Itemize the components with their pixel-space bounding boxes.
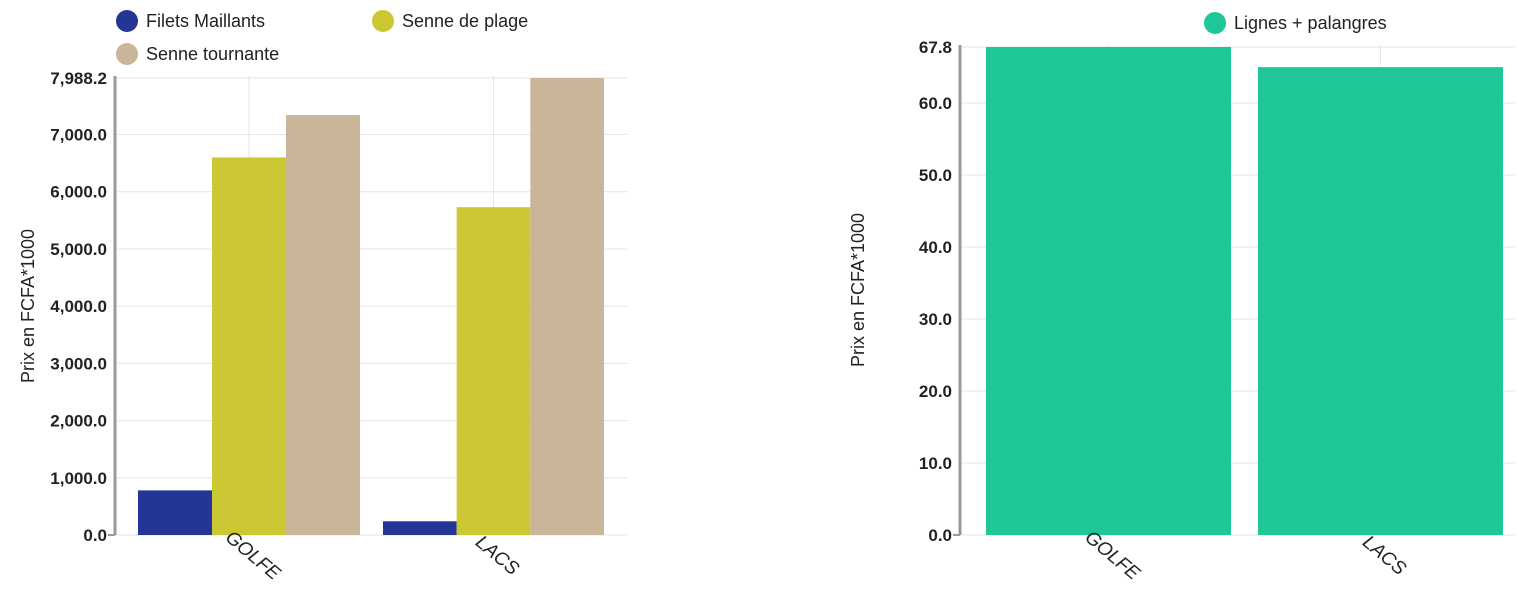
right-bar-lacs-lignes-palangres[interactable] <box>1258 67 1503 536</box>
left-y-axis-label: Prix en FCFA*1000 <box>18 229 38 383</box>
left-bar-chart: 0.0 1,000.0 2,000.0 3,000.0 4,000.0 5,000.0 6,… <box>18 10 628 585</box>
left-bar-lacs-senne-de-plage[interactable] <box>456 207 531 535</box>
left-y-tick-label: 0.0 <box>83 526 107 545</box>
left-legend-swatch[interactable] <box>372 10 394 32</box>
right-legend-label[interactable]: Lignes + palangres <box>1234 13 1387 33</box>
right-legend-swatch[interactable] <box>1204 12 1226 34</box>
left-y-tick-label: 4,000.0 <box>50 297 107 316</box>
right-y-tick-label: 10.0 <box>919 454 952 473</box>
right-y-tick-label: 20.0 <box>919 382 952 401</box>
right-y-tick-label: 30.0 <box>919 310 952 329</box>
left-legend-swatch[interactable] <box>116 10 138 32</box>
left-x-category-label: GOLFE <box>221 527 284 585</box>
left-y-tick-label: 3,000.0 <box>50 354 107 373</box>
left-y-tick-label: 6,000.0 <box>50 183 107 202</box>
right-y-tick-label: 0.0 <box>928 526 952 545</box>
right-y-tick-label: 67.8 <box>919 38 952 57</box>
right-y-axis-label: Prix en FCFA*1000 <box>848 213 868 367</box>
right-bar-golfe-lignes-palangres[interactable] <box>986 47 1231 535</box>
right-bar-chart: 0.0 10.0 20.0 30.0 40.0 50.0 60.0 67.8 Prix en F… <box>848 12 1515 585</box>
left-legend-label[interactable]: Senne tournante <box>146 44 279 64</box>
left-y-tick-label: 1,000.0 <box>50 469 107 488</box>
right-y-tick-label: 50.0 <box>919 166 952 185</box>
left-y-tick-label: 7,988.2 <box>50 69 107 88</box>
left-y-tick-label: 2,000.0 <box>50 412 107 431</box>
left-y-tick-label: 7,000.0 <box>50 126 107 145</box>
left-legend-label[interactable]: Filets Maillants <box>146 11 265 31</box>
left-bar-lacs-senne-tournante[interactable] <box>530 78 604 535</box>
right-y-tick-label: 60.0 <box>919 94 952 113</box>
left-bar-golfe-filets-maillants[interactable] <box>138 490 212 535</box>
left-y-tick-label: 5,000.0 <box>50 240 107 259</box>
left-bar-golfe-senne-de-plage[interactable] <box>212 157 286 535</box>
right-y-tick-label: 40.0 <box>919 238 952 257</box>
right-x-category-label: LACS <box>1358 532 1410 580</box>
left-bar-lacs-filets-maillants[interactable] <box>383 521 457 535</box>
right-x-category-label: GOLFE <box>1081 527 1144 585</box>
left-x-category-label: LACS <box>471 532 523 580</box>
left-bar-golfe-senne-tournante[interactable] <box>286 115 360 535</box>
left-legend-label[interactable]: Senne de plage <box>402 11 528 31</box>
left-legend-swatch[interactable] <box>116 43 138 65</box>
